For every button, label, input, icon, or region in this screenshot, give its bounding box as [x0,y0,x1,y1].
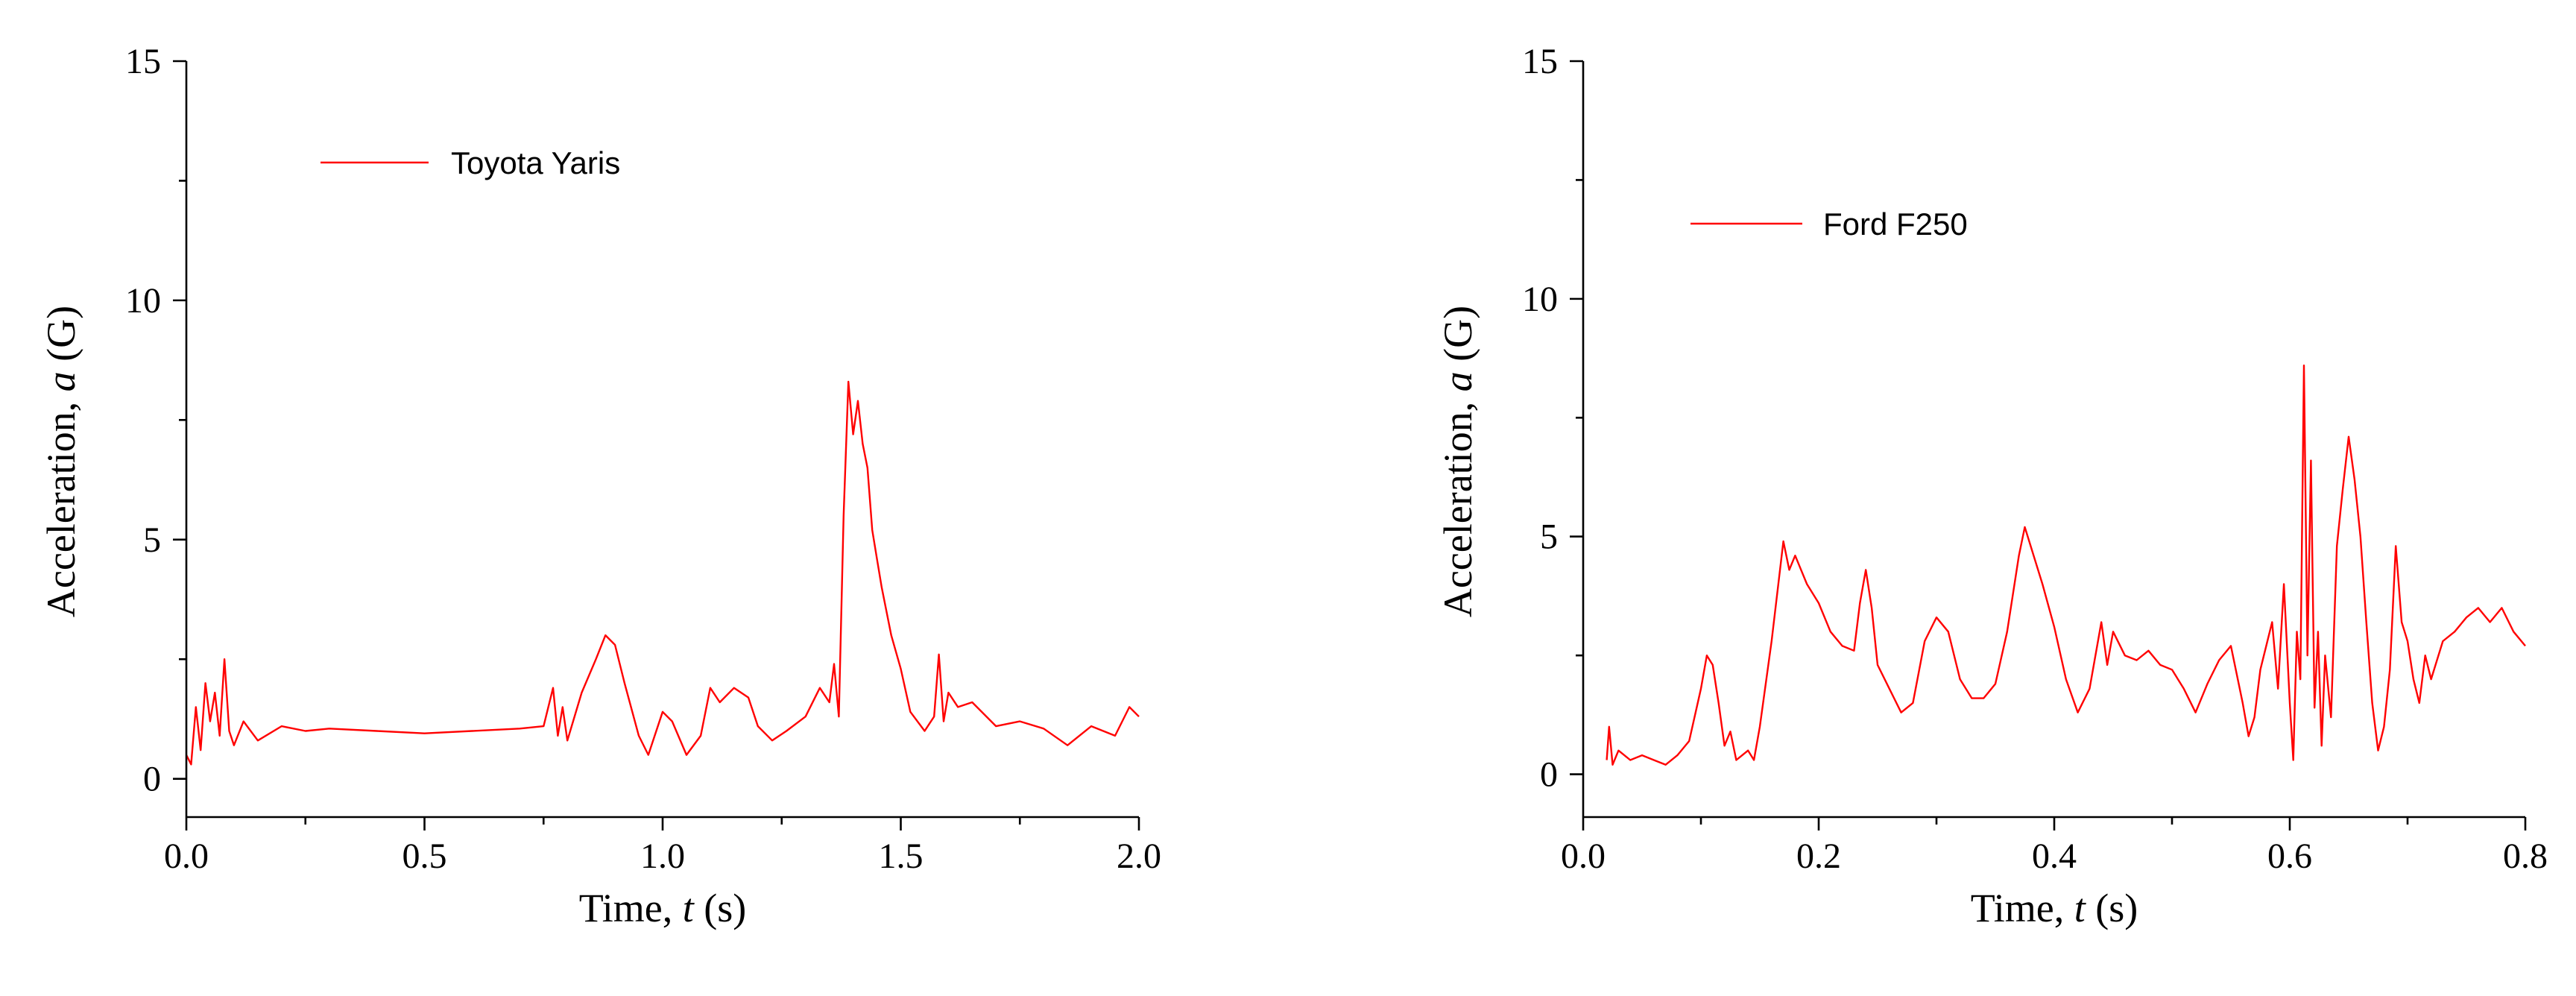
chart-svg: 0.0 0.5 1.0 1.5 2.0 0 5 10 15 Time, t (s) Accel… [39,42,1161,930]
y-tick-label: 5 [143,520,161,560]
y-tick-label: 0 [1540,755,1558,795]
x-axis-title: Time, t (s) [1971,886,2138,930]
legend-label: Ford F250 [1823,207,1968,242]
y-tick-labels: 0 5 10 15 [1522,42,1558,795]
legend-label: Toyota Yaris [451,145,620,180]
y-tick-label: 10 [1522,280,1558,319]
series-line-0 [1606,365,2526,766]
legend: Ford F250 [1690,207,1968,242]
y-tick-label: 0 [143,760,161,799]
y-tick-label: 15 [125,42,161,81]
series-group [185,380,1140,766]
y-axis-title: Acceleration, a (G) [1436,306,1480,617]
axes-group [1570,60,2527,830]
y-tick-labels: 0 5 10 15 [125,42,161,799]
x-tick-label: 0.8 [2503,836,2548,876]
x-tick-labels: 0.0 0.2 0.4 0.6 0.8 [1561,836,2548,876]
x-tick-label: 0.0 [164,836,209,876]
y-axis-title: Acceleration, a (G) [39,306,83,617]
axes-group [173,60,1140,830]
chart-toyota-yaris: 0.0 0.5 1.0 1.5 2.0 0 5 10 15 Time, t (s) Accel… [39,42,1161,930]
legend: Toyota Yaris [321,145,620,180]
x-tick-label: 0.2 [1796,836,1841,876]
y-tick-label: 5 [1540,517,1558,557]
x-tick-label: 0.6 [2267,836,2312,876]
chart-svg: 0.0 0.2 0.4 0.6 0.8 0 5 10 15 Time, t (s) Accel… [1436,42,2548,930]
x-tick-label: 0.4 [2032,836,2077,876]
x-tick-label: 0.0 [1561,836,1606,876]
y-tick-label: 15 [1522,42,1558,81]
x-axis-title: Time, t (s) [579,886,747,930]
x-tick-labels: 0.0 0.5 1.0 1.5 2.0 [164,836,1161,876]
series-group [1606,365,2526,766]
x-tick-label: 1.5 [879,836,924,876]
series-line-0 [185,380,1140,766]
y-tick-label: 10 [125,281,161,321]
chart-ford-f250: 0.0 0.2 0.4 0.6 0.8 0 5 10 15 Time, t (s) Accel… [1288,0,2576,996]
x-tick-label: 2.0 [1117,836,1161,876]
x-tick-label: 0.5 [402,836,447,876]
x-tick-label: 1.0 [640,836,685,876]
